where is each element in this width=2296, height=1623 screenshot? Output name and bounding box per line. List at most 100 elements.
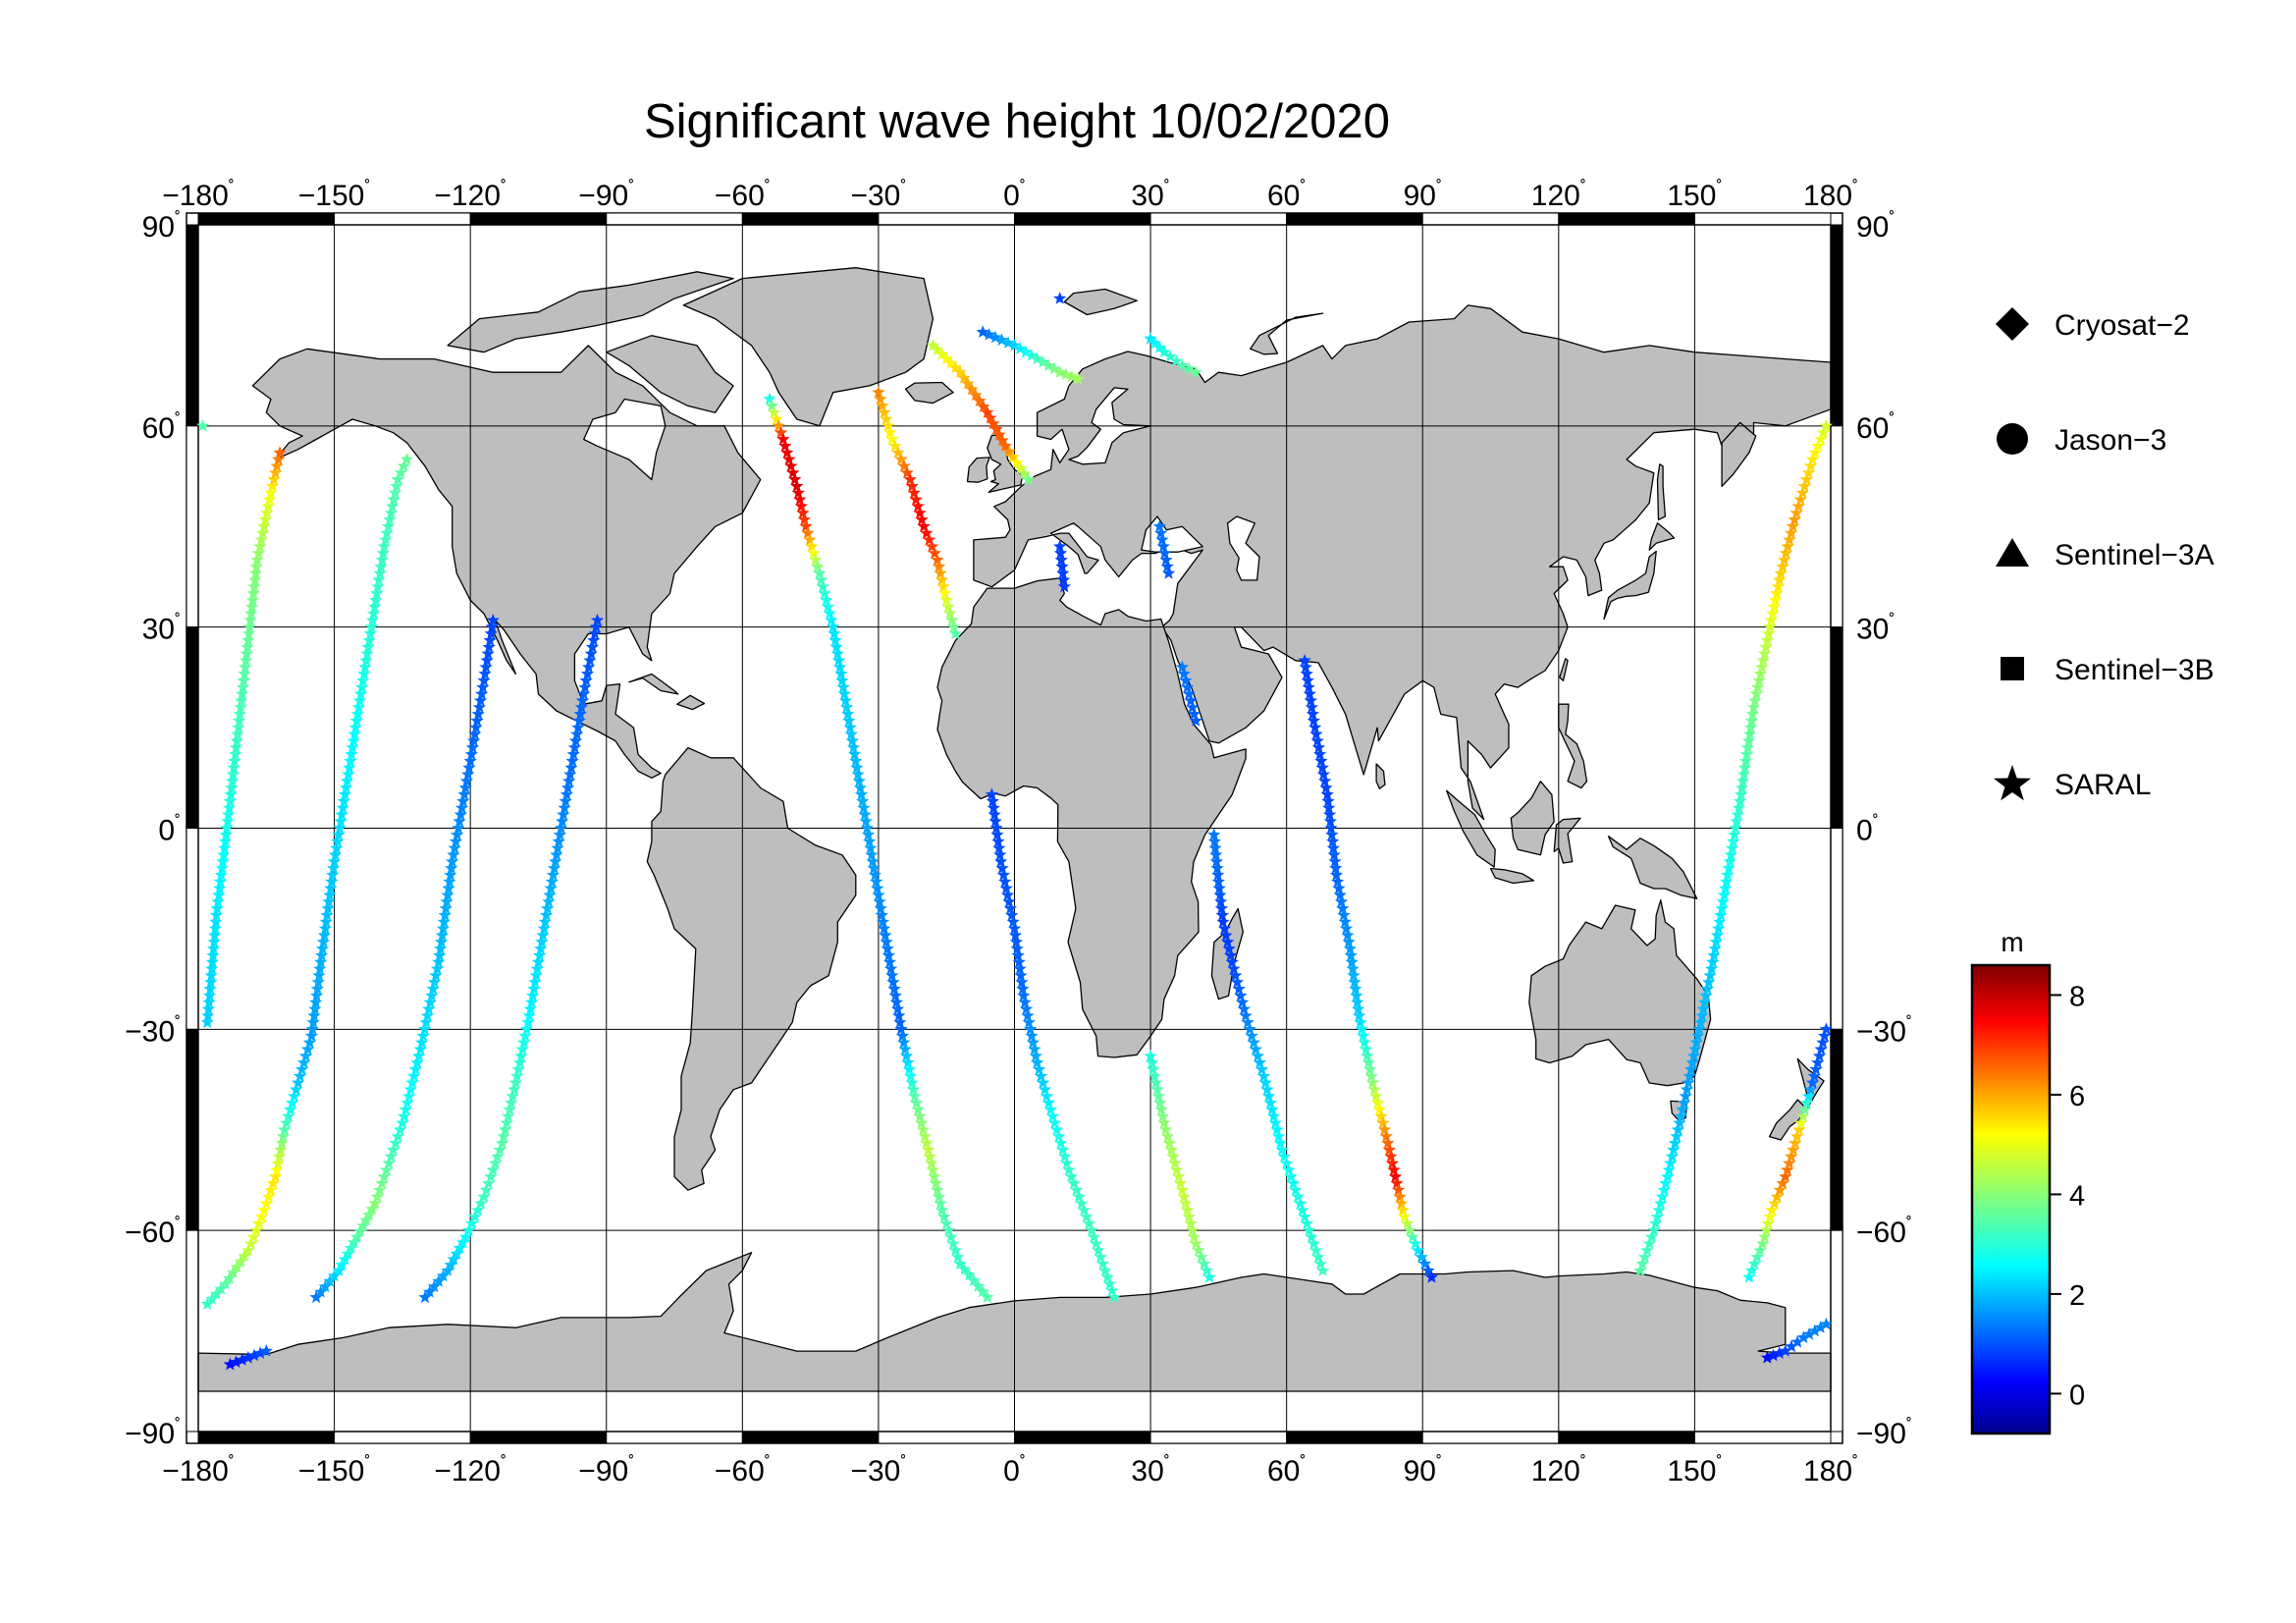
track-point xyxy=(1009,935,1023,948)
track-point xyxy=(1334,894,1349,908)
track-point xyxy=(858,807,872,821)
legend-label: SARAL xyxy=(2055,769,2151,801)
track-point xyxy=(1347,968,1361,982)
lat-tick-label-left: −30˚ xyxy=(125,1013,181,1048)
track-point xyxy=(1792,1122,1806,1136)
track-point xyxy=(275,1136,289,1150)
track-point xyxy=(478,667,492,680)
track-point xyxy=(890,1001,905,1015)
track-point xyxy=(294,1062,309,1075)
track-point xyxy=(265,479,280,492)
track-point xyxy=(1707,948,1721,961)
track-point xyxy=(1043,1103,1058,1115)
track-point xyxy=(268,1169,283,1183)
track-point xyxy=(400,1096,414,1109)
track-point xyxy=(816,579,829,593)
track-point xyxy=(243,613,257,626)
land-taiwan xyxy=(1559,658,1569,681)
colorbar-tick-label: 0 xyxy=(2069,1380,2085,1411)
track-point xyxy=(243,1236,258,1250)
track-point xyxy=(948,360,963,374)
track-point xyxy=(318,921,332,935)
track-point xyxy=(1047,1115,1062,1129)
track-point xyxy=(1762,626,1776,640)
track-point xyxy=(1255,1062,1269,1075)
track-point xyxy=(1040,1089,1054,1103)
frame-segment-top xyxy=(1693,212,1832,226)
track-point xyxy=(228,754,241,767)
track-point xyxy=(1060,1156,1074,1169)
track-point xyxy=(1805,453,1820,465)
land-sakhalin xyxy=(1656,463,1667,521)
lon-tick-label-top: −150˚ xyxy=(298,178,371,212)
lat-tick-label-left: −60˚ xyxy=(125,1215,181,1249)
track-point xyxy=(375,1176,389,1189)
track-point xyxy=(202,996,216,1008)
track-point xyxy=(276,1129,291,1143)
lon-tick-label-bottom: −30˚ xyxy=(850,1453,906,1488)
track-point xyxy=(357,667,371,680)
track-point xyxy=(1351,996,1364,1008)
track-point xyxy=(770,412,783,425)
track-point xyxy=(1306,707,1319,721)
track-point xyxy=(470,714,484,727)
track-point xyxy=(210,901,224,915)
track-point xyxy=(1338,915,1352,928)
track-point xyxy=(290,1082,303,1096)
track-point xyxy=(1668,1136,1682,1150)
track-point xyxy=(471,1203,485,1217)
track-point xyxy=(262,492,277,506)
track-point xyxy=(834,667,848,680)
track-point xyxy=(1314,754,1328,767)
track-point xyxy=(884,961,898,975)
track-point xyxy=(583,653,597,667)
track-point xyxy=(442,882,455,894)
track-point xyxy=(1326,835,1340,847)
track-point xyxy=(461,767,475,781)
track-point xyxy=(864,841,878,854)
track-point xyxy=(1665,1150,1679,1163)
track-point xyxy=(1182,1210,1196,1223)
frame-segment-left xyxy=(186,1229,199,1433)
track-point xyxy=(247,579,261,593)
track-point xyxy=(880,935,893,948)
lon-tick-label-bottom: 120˚ xyxy=(1531,1453,1586,1488)
track-point xyxy=(1224,948,1238,961)
track-point xyxy=(444,868,457,881)
track-point xyxy=(793,492,807,506)
track-point xyxy=(830,647,844,660)
lat-tick-label-right: −90˚ xyxy=(1856,1416,1912,1450)
track-point xyxy=(1243,1022,1256,1035)
track-point xyxy=(473,693,488,707)
track-point xyxy=(1774,567,1788,579)
land-new-guinea xyxy=(1607,836,1698,899)
track-point xyxy=(259,1344,273,1357)
track-point xyxy=(268,465,283,479)
track-point xyxy=(237,674,250,686)
track-point xyxy=(557,807,570,821)
track-point xyxy=(1155,1109,1170,1122)
track-point xyxy=(326,868,340,881)
track-point xyxy=(1749,686,1763,700)
frame-segment-left xyxy=(186,626,199,830)
track-point xyxy=(264,1183,278,1196)
track-point xyxy=(1734,787,1748,800)
track-point xyxy=(208,921,222,935)
track-point xyxy=(362,633,376,646)
track-point xyxy=(246,586,260,600)
track-point xyxy=(763,392,776,406)
track-point xyxy=(304,1029,319,1042)
track-point xyxy=(1047,361,1061,375)
track-point xyxy=(1770,1190,1785,1203)
track-point xyxy=(994,854,1008,868)
track-point xyxy=(565,754,579,767)
track-point xyxy=(1277,1150,1291,1163)
track-point xyxy=(1657,1183,1671,1196)
track-point xyxy=(334,814,347,828)
track-point xyxy=(449,835,462,847)
track-point xyxy=(1070,1183,1084,1196)
track-point xyxy=(554,821,568,835)
track-point xyxy=(1249,1042,1262,1055)
track-point xyxy=(1056,567,1070,579)
track-point xyxy=(373,1183,387,1196)
